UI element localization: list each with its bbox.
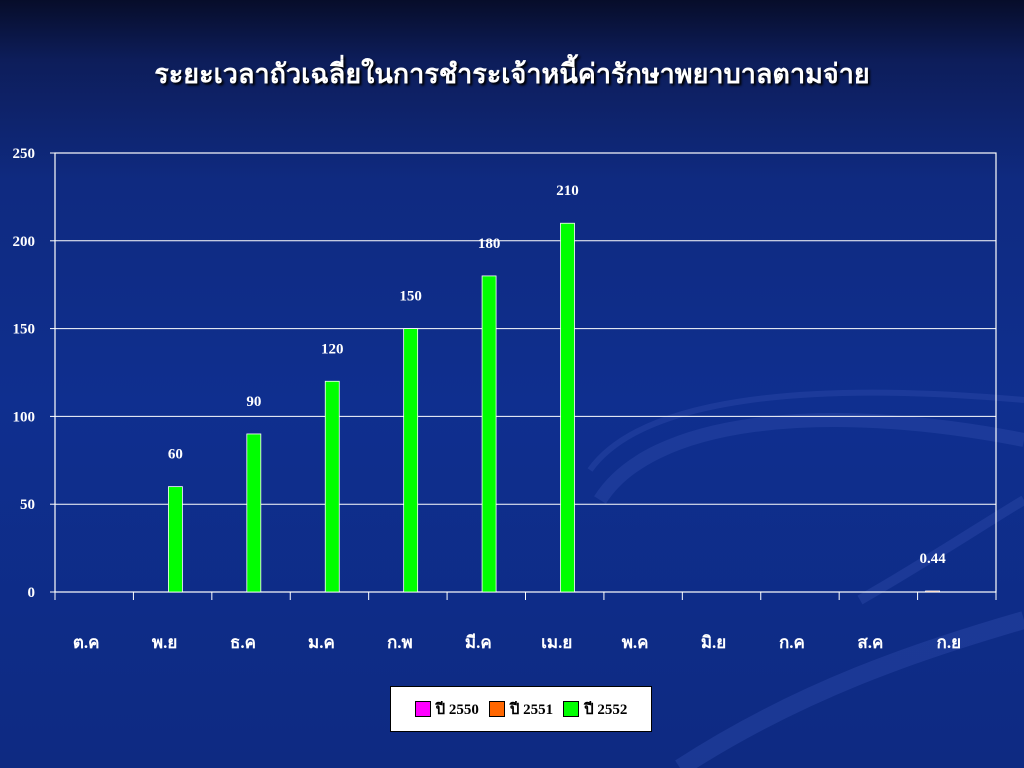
legend-entry-2550: ปี 2550 <box>414 697 479 721</box>
x-tick-label: ธ.ค <box>230 633 256 652</box>
y-tick-label: 50 <box>20 497 35 513</box>
data-label: 180 <box>478 236 501 252</box>
legend-swatch-2550 <box>414 701 431 717</box>
bar-ปี-2552-ม.ค <box>324 380 340 593</box>
x-tick-label: มี.ค <box>465 632 492 652</box>
bar-ปี-2552-พ.ย <box>168 486 183 593</box>
legend-label-2551: ปี 2551 <box>509 702 554 718</box>
bar-ปี-2552-ธ.ค <box>246 433 262 593</box>
legend-label-2552: ปี 2552 <box>584 702 628 718</box>
bar-ปี-2552-เม.ย <box>560 222 575 593</box>
y-axis: 0 50 100 150 200 250 <box>13 146 55 601</box>
gridlines <box>55 240 996 505</box>
bar-ปี-2552-ก.พ <box>403 328 419 593</box>
legend-entry-2552: ปี 2552 <box>563 697 627 721</box>
y-tick-label: 150 <box>13 322 36 338</box>
x-tick-label: มิ.ย <box>701 633 726 652</box>
x-tick-label: ต.ค <box>73 633 100 652</box>
x-tick-label: ม.ค <box>308 633 335 652</box>
x-tick-label: ก.พ <box>387 633 413 652</box>
y-tick-label: 200 <box>13 234 36 250</box>
x-tick-label: พ.ย <box>152 633 177 652</box>
y-tick-label: 0 <box>28 585 36 601</box>
legend-swatch-2551 <box>488 701 505 717</box>
x-tick-label: พ.ค <box>622 633 649 652</box>
x-tick-label: ก.ค <box>779 633 805 652</box>
legend-swatch-2552 <box>563 701 580 717</box>
slide-title: ระยะเวลาถัวเฉลี่ยในการชำระเจ้าหนี้ค่ารัก… <box>154 59 870 89</box>
bar-ปี-2552-มี.ค <box>481 275 497 593</box>
data-label: 120 <box>321 341 344 357</box>
background-swoosh <box>587 389 1024 768</box>
bars <box>168 222 940 593</box>
data-label: 60 <box>168 447 183 463</box>
data-label: 210 <box>556 183 579 199</box>
legend-label-2550: ปี 2550 <box>435 702 479 718</box>
y-tick-label: 100 <box>13 409 36 425</box>
data-label: 90 <box>246 394 261 410</box>
bar-ปี-2551-ก.ย <box>925 590 940 593</box>
x-tick-label: ส.ค <box>857 633 883 652</box>
x-axis: ต.ค พ.ย ธ.ค ม.ค ก.พ มี.ค เม.ย พ.ค มิ.ย ก.ค ส.ค ก.ย <box>54 592 997 652</box>
data-label: 150 <box>399 289 422 305</box>
y-tick-label: 250 <box>13 146 36 162</box>
data-label: 0.44 <box>919 551 946 567</box>
data-labels: 60 90 120 150 180 210 0.44 <box>168 183 946 567</box>
plot-area <box>54 152 997 593</box>
x-tick-label: ก.ย <box>937 633 962 652</box>
legend: ปี 2550 ปี 2551 ปี 2552 <box>390 686 652 732</box>
x-tick-label: เม.ย <box>541 633 572 652</box>
legend-entry-2551: ปี 2551 <box>488 697 554 721</box>
